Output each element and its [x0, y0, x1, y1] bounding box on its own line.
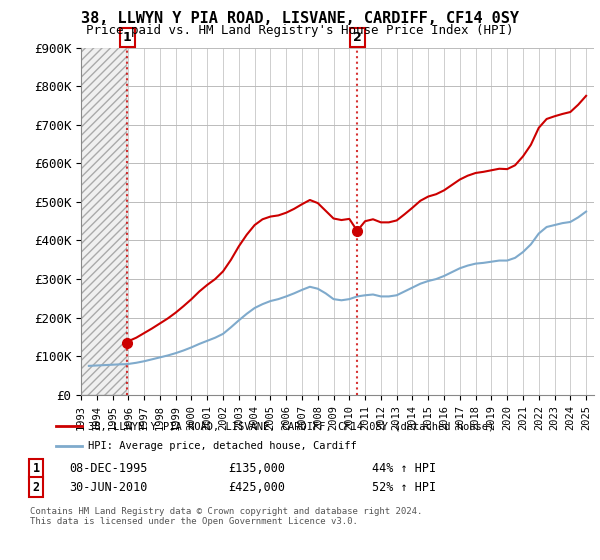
Text: 08-DEC-1995: 08-DEC-1995 [69, 462, 148, 475]
Text: HPI: Average price, detached house, Cardiff: HPI: Average price, detached house, Card… [88, 441, 356, 451]
Text: 2: 2 [32, 480, 40, 494]
Text: 38, LLWYN Y PIA ROAD, LISVANE, CARDIFF, CF14 0SY (detached house): 38, LLWYN Y PIA ROAD, LISVANE, CARDIFF, … [88, 421, 494, 431]
Text: 2: 2 [353, 31, 362, 44]
Text: 38, LLWYN Y PIA ROAD, LISVANE, CARDIFF, CF14 0SY: 38, LLWYN Y PIA ROAD, LISVANE, CARDIFF, … [81, 11, 519, 26]
Text: 52% ↑ HPI: 52% ↑ HPI [372, 480, 436, 494]
Text: £135,000: £135,000 [228, 462, 285, 475]
Text: Price paid vs. HM Land Registry's House Price Index (HPI): Price paid vs. HM Land Registry's House … [86, 24, 514, 36]
Text: 44% ↑ HPI: 44% ↑ HPI [372, 462, 436, 475]
Text: 1: 1 [122, 31, 131, 44]
Text: 1: 1 [32, 462, 40, 475]
Text: Contains HM Land Registry data © Crown copyright and database right 2024.
This d: Contains HM Land Registry data © Crown c… [30, 507, 422, 526]
Text: 30-JUN-2010: 30-JUN-2010 [69, 480, 148, 494]
Text: £425,000: £425,000 [228, 480, 285, 494]
